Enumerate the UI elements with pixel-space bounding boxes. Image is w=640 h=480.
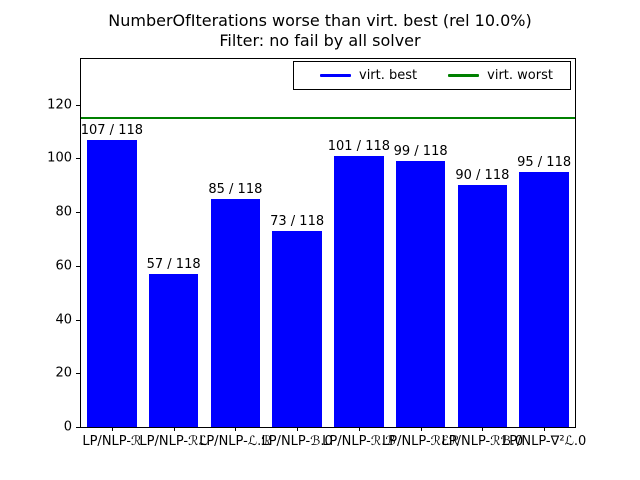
y-axis-tick-label: 80 bbox=[55, 204, 72, 220]
y-axis-tick bbox=[76, 158, 80, 160]
y-axis-tick bbox=[76, 212, 80, 214]
bar bbox=[457, 185, 508, 427]
plot-area: virt. best virt. worst 107 / 118 LP/NLP-ℛ… bbox=[47, 58, 586, 449]
x-axis-tick bbox=[358, 427, 360, 431]
virt-worst-line bbox=[81, 117, 575, 120]
x-axis-tick-label: LP/NLP-ℛℒ bbox=[139, 434, 208, 449]
bar-value-label: 90 / 118 bbox=[455, 168, 510, 184]
bar-value-label: 73 / 118 bbox=[270, 213, 325, 229]
x-axis-tick-label: LP/NLP-ℛℰℛ bbox=[381, 434, 460, 449]
page-subtitle: Filter: no fail by all solver bbox=[219, 31, 421, 50]
bar bbox=[87, 139, 137, 427]
bar bbox=[272, 230, 322, 427]
x-axis-tick bbox=[173, 427, 175, 431]
x-axis-tick bbox=[297, 427, 299, 431]
legend-item-virt-worst: virt. worst bbox=[448, 68, 553, 83]
page-title: NumberOfIterations worse than virt. best… bbox=[108, 11, 532, 30]
x-axis-tick-label: LP/NLP-∇²ℒ.0 bbox=[501, 434, 587, 449]
y-axis-tick bbox=[76, 427, 80, 428]
bar bbox=[395, 161, 446, 427]
bar-value-label: 95 / 118 bbox=[517, 154, 572, 170]
x-axis-tick bbox=[111, 427, 113, 431]
x-axis-tick bbox=[482, 427, 484, 431]
bar bbox=[334, 155, 384, 427]
virt-best-line-icon bbox=[320, 74, 351, 77]
x-axis-tick bbox=[235, 427, 237, 431]
bar bbox=[210, 198, 261, 427]
bar bbox=[519, 171, 569, 427]
y-axis-tick-label: 40 bbox=[55, 312, 72, 328]
legend: virt. best virt. worst bbox=[293, 61, 571, 90]
x-axis-tick bbox=[420, 427, 422, 431]
y-axis-tick-label: 60 bbox=[55, 258, 72, 274]
x-axis-tick-label: LP/NLP-ℒ.ℛ bbox=[199, 434, 272, 449]
bar-value-label: 107 / 118 bbox=[80, 122, 144, 138]
legend-label-virt-worst: virt. worst bbox=[487, 68, 553, 83]
y-axis-tick bbox=[76, 319, 80, 321]
bar-value-label: 101 / 118 bbox=[327, 138, 391, 154]
y-axis-tick bbox=[76, 104, 80, 106]
x-axis-tick bbox=[544, 427, 546, 431]
bar-value-label: 57 / 118 bbox=[146, 256, 201, 272]
bar-value-label: 85 / 118 bbox=[208, 181, 263, 197]
x-axis-tick-label: LP/NLP-ℛ bbox=[82, 434, 142, 449]
y-axis-tick-label: 0 bbox=[63, 419, 72, 435]
x-axis-tick-label: LP/NLP-ℛ.ℬ bbox=[322, 434, 396, 449]
y-axis-tick-label: 100 bbox=[47, 150, 72, 166]
x-axis-tick-label: LP/NLP-ℛℬ.0 bbox=[441, 434, 524, 449]
y-axis-tick bbox=[76, 265, 80, 267]
y-axis-tick-label: 20 bbox=[55, 365, 72, 381]
legend-label-virt-best: virt. best bbox=[359, 68, 418, 83]
y-axis-tick-label: 120 bbox=[47, 97, 72, 113]
y-axis-tick bbox=[76, 373, 80, 375]
legend-item-virt-best: virt. best bbox=[320, 68, 417, 83]
bar-value-label: 99 / 118 bbox=[393, 144, 448, 160]
x-axis-tick-label: LP/NLP-ℬ.0 bbox=[261, 434, 333, 449]
bar bbox=[148, 273, 199, 427]
virt-worst-line-icon bbox=[448, 74, 480, 77]
